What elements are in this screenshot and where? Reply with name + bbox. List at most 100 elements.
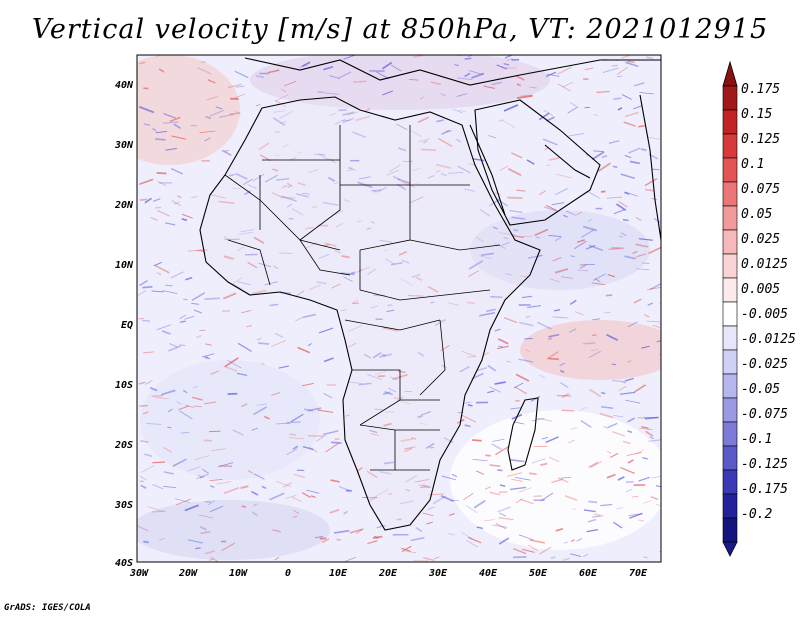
field-streak xyxy=(366,373,382,381)
field-streak xyxy=(347,325,363,333)
field-streak xyxy=(143,123,151,127)
field-streak xyxy=(577,269,589,272)
field-streak xyxy=(624,377,634,382)
field-streak xyxy=(467,403,473,407)
field-streak xyxy=(199,249,206,254)
field-streak xyxy=(545,71,557,78)
field-streak xyxy=(548,157,560,161)
field-streak xyxy=(499,512,507,517)
field-streak xyxy=(157,210,170,217)
field-streak xyxy=(358,268,364,272)
field-streak xyxy=(227,360,242,369)
field-streak xyxy=(619,391,636,395)
field-streak xyxy=(620,466,635,474)
field-streak xyxy=(645,416,659,420)
field-streak xyxy=(293,473,306,478)
field-streak xyxy=(620,232,627,237)
field-streak xyxy=(386,169,399,176)
field-streak xyxy=(167,408,173,413)
field-streak xyxy=(409,196,424,204)
field-streak xyxy=(298,64,308,68)
field-streak xyxy=(635,216,642,222)
field-streak xyxy=(139,178,154,185)
colorbar-swatch xyxy=(722,205,738,231)
field-streak xyxy=(333,529,350,534)
field-streak xyxy=(258,142,270,151)
map-panel: 40N 30N 20N 10N EQ 10S 20S 30S 40S 30W 2… xyxy=(114,54,662,579)
field-streak xyxy=(191,292,206,301)
field-streak xyxy=(157,180,167,187)
field-streak xyxy=(294,290,305,298)
field-streak xyxy=(286,448,298,456)
field-streak xyxy=(191,303,200,305)
field-streak xyxy=(511,216,526,220)
field-streak xyxy=(163,471,174,475)
field-streak xyxy=(633,384,646,393)
field-streak xyxy=(441,364,447,369)
field-streak xyxy=(486,308,496,312)
field-streak xyxy=(199,476,205,479)
field-streak xyxy=(506,360,512,363)
field-streak xyxy=(465,504,478,514)
field-streak xyxy=(561,276,573,279)
field-streak xyxy=(343,199,350,203)
field-streak xyxy=(451,473,458,478)
field-streak xyxy=(489,464,501,468)
field-streak xyxy=(398,250,408,256)
field-streak xyxy=(389,376,398,381)
country-borders xyxy=(224,125,501,471)
field-streak xyxy=(467,301,476,305)
field-streak xyxy=(564,495,578,501)
field-streak xyxy=(448,513,455,517)
field-streak xyxy=(535,236,541,239)
field-streak xyxy=(187,249,202,252)
field-streak xyxy=(632,250,638,255)
field-streak xyxy=(275,480,292,488)
colorbar-label: -0.005 xyxy=(741,307,788,322)
field-streak xyxy=(155,130,168,134)
field-streak xyxy=(612,380,622,382)
field-streak xyxy=(234,94,245,98)
field-streak xyxy=(468,260,484,270)
field-streak xyxy=(342,117,354,124)
field-streak xyxy=(568,133,585,137)
field-streak xyxy=(643,500,652,504)
field-streak xyxy=(310,495,316,499)
field-streak xyxy=(606,333,619,341)
field-streak xyxy=(496,345,509,350)
field-streak xyxy=(539,374,546,379)
field-streak xyxy=(161,330,171,335)
field-streak xyxy=(183,298,188,301)
field-streak xyxy=(274,99,287,108)
lon-tick-label: 40E xyxy=(479,568,498,579)
field-streak xyxy=(272,168,279,172)
field-streak xyxy=(497,338,509,345)
field-streak xyxy=(505,272,513,276)
field-streak xyxy=(495,243,506,249)
field-streak xyxy=(649,436,654,440)
field-streak xyxy=(475,236,484,243)
field-streak xyxy=(286,203,293,208)
field-patch xyxy=(137,500,330,560)
field-streak xyxy=(507,196,523,200)
field-streak xyxy=(252,173,265,182)
field-streak xyxy=(176,195,182,199)
field-streak xyxy=(173,201,180,205)
field-streak xyxy=(624,154,632,159)
field-streak xyxy=(197,67,212,75)
field-streak xyxy=(187,539,204,544)
field-streak xyxy=(454,63,459,67)
field-streak xyxy=(592,515,601,518)
field-streak xyxy=(284,80,297,87)
field-streak xyxy=(554,268,569,274)
field-streak xyxy=(341,255,350,259)
lat-tick-label: 40S xyxy=(115,558,133,569)
field-streak xyxy=(271,192,283,198)
field-streak xyxy=(600,503,613,507)
field-streak xyxy=(164,222,176,226)
field-streak xyxy=(643,556,648,559)
field-streak xyxy=(627,417,636,423)
field-streak xyxy=(452,108,463,114)
field-streak xyxy=(251,427,258,431)
field-streak xyxy=(151,290,164,293)
